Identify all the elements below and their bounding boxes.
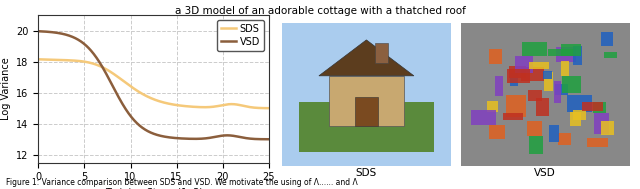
Polygon shape bbox=[319, 40, 414, 76]
FancyBboxPatch shape bbox=[529, 62, 549, 69]
FancyBboxPatch shape bbox=[522, 43, 547, 56]
FancyBboxPatch shape bbox=[573, 110, 586, 119]
FancyBboxPatch shape bbox=[506, 95, 526, 117]
FancyBboxPatch shape bbox=[573, 46, 582, 65]
FancyBboxPatch shape bbox=[601, 32, 612, 46]
FancyBboxPatch shape bbox=[593, 102, 606, 113]
FancyBboxPatch shape bbox=[510, 73, 518, 86]
VSD bbox=[35, 30, 42, 32]
FancyBboxPatch shape bbox=[544, 72, 553, 91]
FancyBboxPatch shape bbox=[602, 121, 614, 135]
FancyBboxPatch shape bbox=[543, 71, 552, 79]
FancyBboxPatch shape bbox=[594, 112, 609, 134]
VSD bbox=[159, 135, 167, 137]
Text: VSD: VSD bbox=[534, 168, 556, 178]
FancyBboxPatch shape bbox=[489, 125, 506, 139]
FancyBboxPatch shape bbox=[570, 112, 581, 126]
FancyBboxPatch shape bbox=[529, 136, 543, 154]
FancyBboxPatch shape bbox=[548, 49, 573, 56]
FancyBboxPatch shape bbox=[561, 61, 568, 76]
FancyBboxPatch shape bbox=[472, 111, 495, 125]
FancyBboxPatch shape bbox=[375, 43, 388, 63]
Legend: SDS, VSD: SDS, VSD bbox=[218, 20, 264, 51]
FancyBboxPatch shape bbox=[554, 81, 561, 103]
FancyBboxPatch shape bbox=[355, 97, 378, 126]
VSD bbox=[259, 138, 267, 140]
FancyBboxPatch shape bbox=[489, 50, 502, 64]
SDS bbox=[259, 107, 267, 109]
FancyBboxPatch shape bbox=[298, 102, 435, 152]
FancyBboxPatch shape bbox=[562, 76, 580, 93]
FancyBboxPatch shape bbox=[561, 44, 580, 56]
SDS bbox=[172, 104, 179, 106]
SDS bbox=[265, 107, 273, 109]
VSD bbox=[172, 137, 179, 139]
SDS bbox=[144, 96, 152, 98]
FancyBboxPatch shape bbox=[527, 121, 542, 136]
X-axis label: Training Steps (1e3): Training Steps (1e3) bbox=[104, 188, 203, 189]
Line: VSD: VSD bbox=[38, 31, 269, 139]
FancyBboxPatch shape bbox=[495, 76, 503, 96]
Text: a 3D model of an adorable cottage with a thatched roof: a 3D model of an adorable cottage with a… bbox=[175, 6, 465, 16]
SDS bbox=[159, 101, 167, 103]
FancyBboxPatch shape bbox=[486, 101, 498, 112]
FancyBboxPatch shape bbox=[604, 52, 617, 58]
VSD bbox=[265, 138, 273, 140]
FancyBboxPatch shape bbox=[522, 67, 545, 81]
FancyBboxPatch shape bbox=[550, 125, 559, 142]
VSD bbox=[144, 130, 152, 132]
FancyBboxPatch shape bbox=[588, 138, 609, 147]
Line: SDS: SDS bbox=[38, 59, 269, 108]
VSD bbox=[145, 131, 153, 133]
SDS bbox=[145, 96, 153, 98]
FancyBboxPatch shape bbox=[582, 102, 603, 111]
FancyBboxPatch shape bbox=[329, 76, 404, 126]
FancyBboxPatch shape bbox=[556, 47, 576, 62]
FancyBboxPatch shape bbox=[504, 113, 523, 121]
FancyBboxPatch shape bbox=[566, 95, 591, 112]
FancyBboxPatch shape bbox=[507, 69, 530, 83]
SDS bbox=[35, 58, 42, 60]
FancyBboxPatch shape bbox=[515, 56, 532, 73]
VSD bbox=[223, 134, 231, 136]
Text: Figure 1: Variance comparison between SDS and VSD. We motivate the using of Λ...: Figure 1: Variance comparison between SD… bbox=[6, 178, 358, 187]
FancyBboxPatch shape bbox=[558, 132, 571, 145]
FancyBboxPatch shape bbox=[528, 90, 543, 101]
SDS bbox=[223, 103, 231, 105]
Y-axis label: Log Variance: Log Variance bbox=[1, 57, 11, 120]
FancyBboxPatch shape bbox=[509, 67, 527, 78]
FancyBboxPatch shape bbox=[536, 98, 549, 115]
FancyBboxPatch shape bbox=[555, 84, 568, 95]
Text: SDS: SDS bbox=[355, 168, 377, 178]
